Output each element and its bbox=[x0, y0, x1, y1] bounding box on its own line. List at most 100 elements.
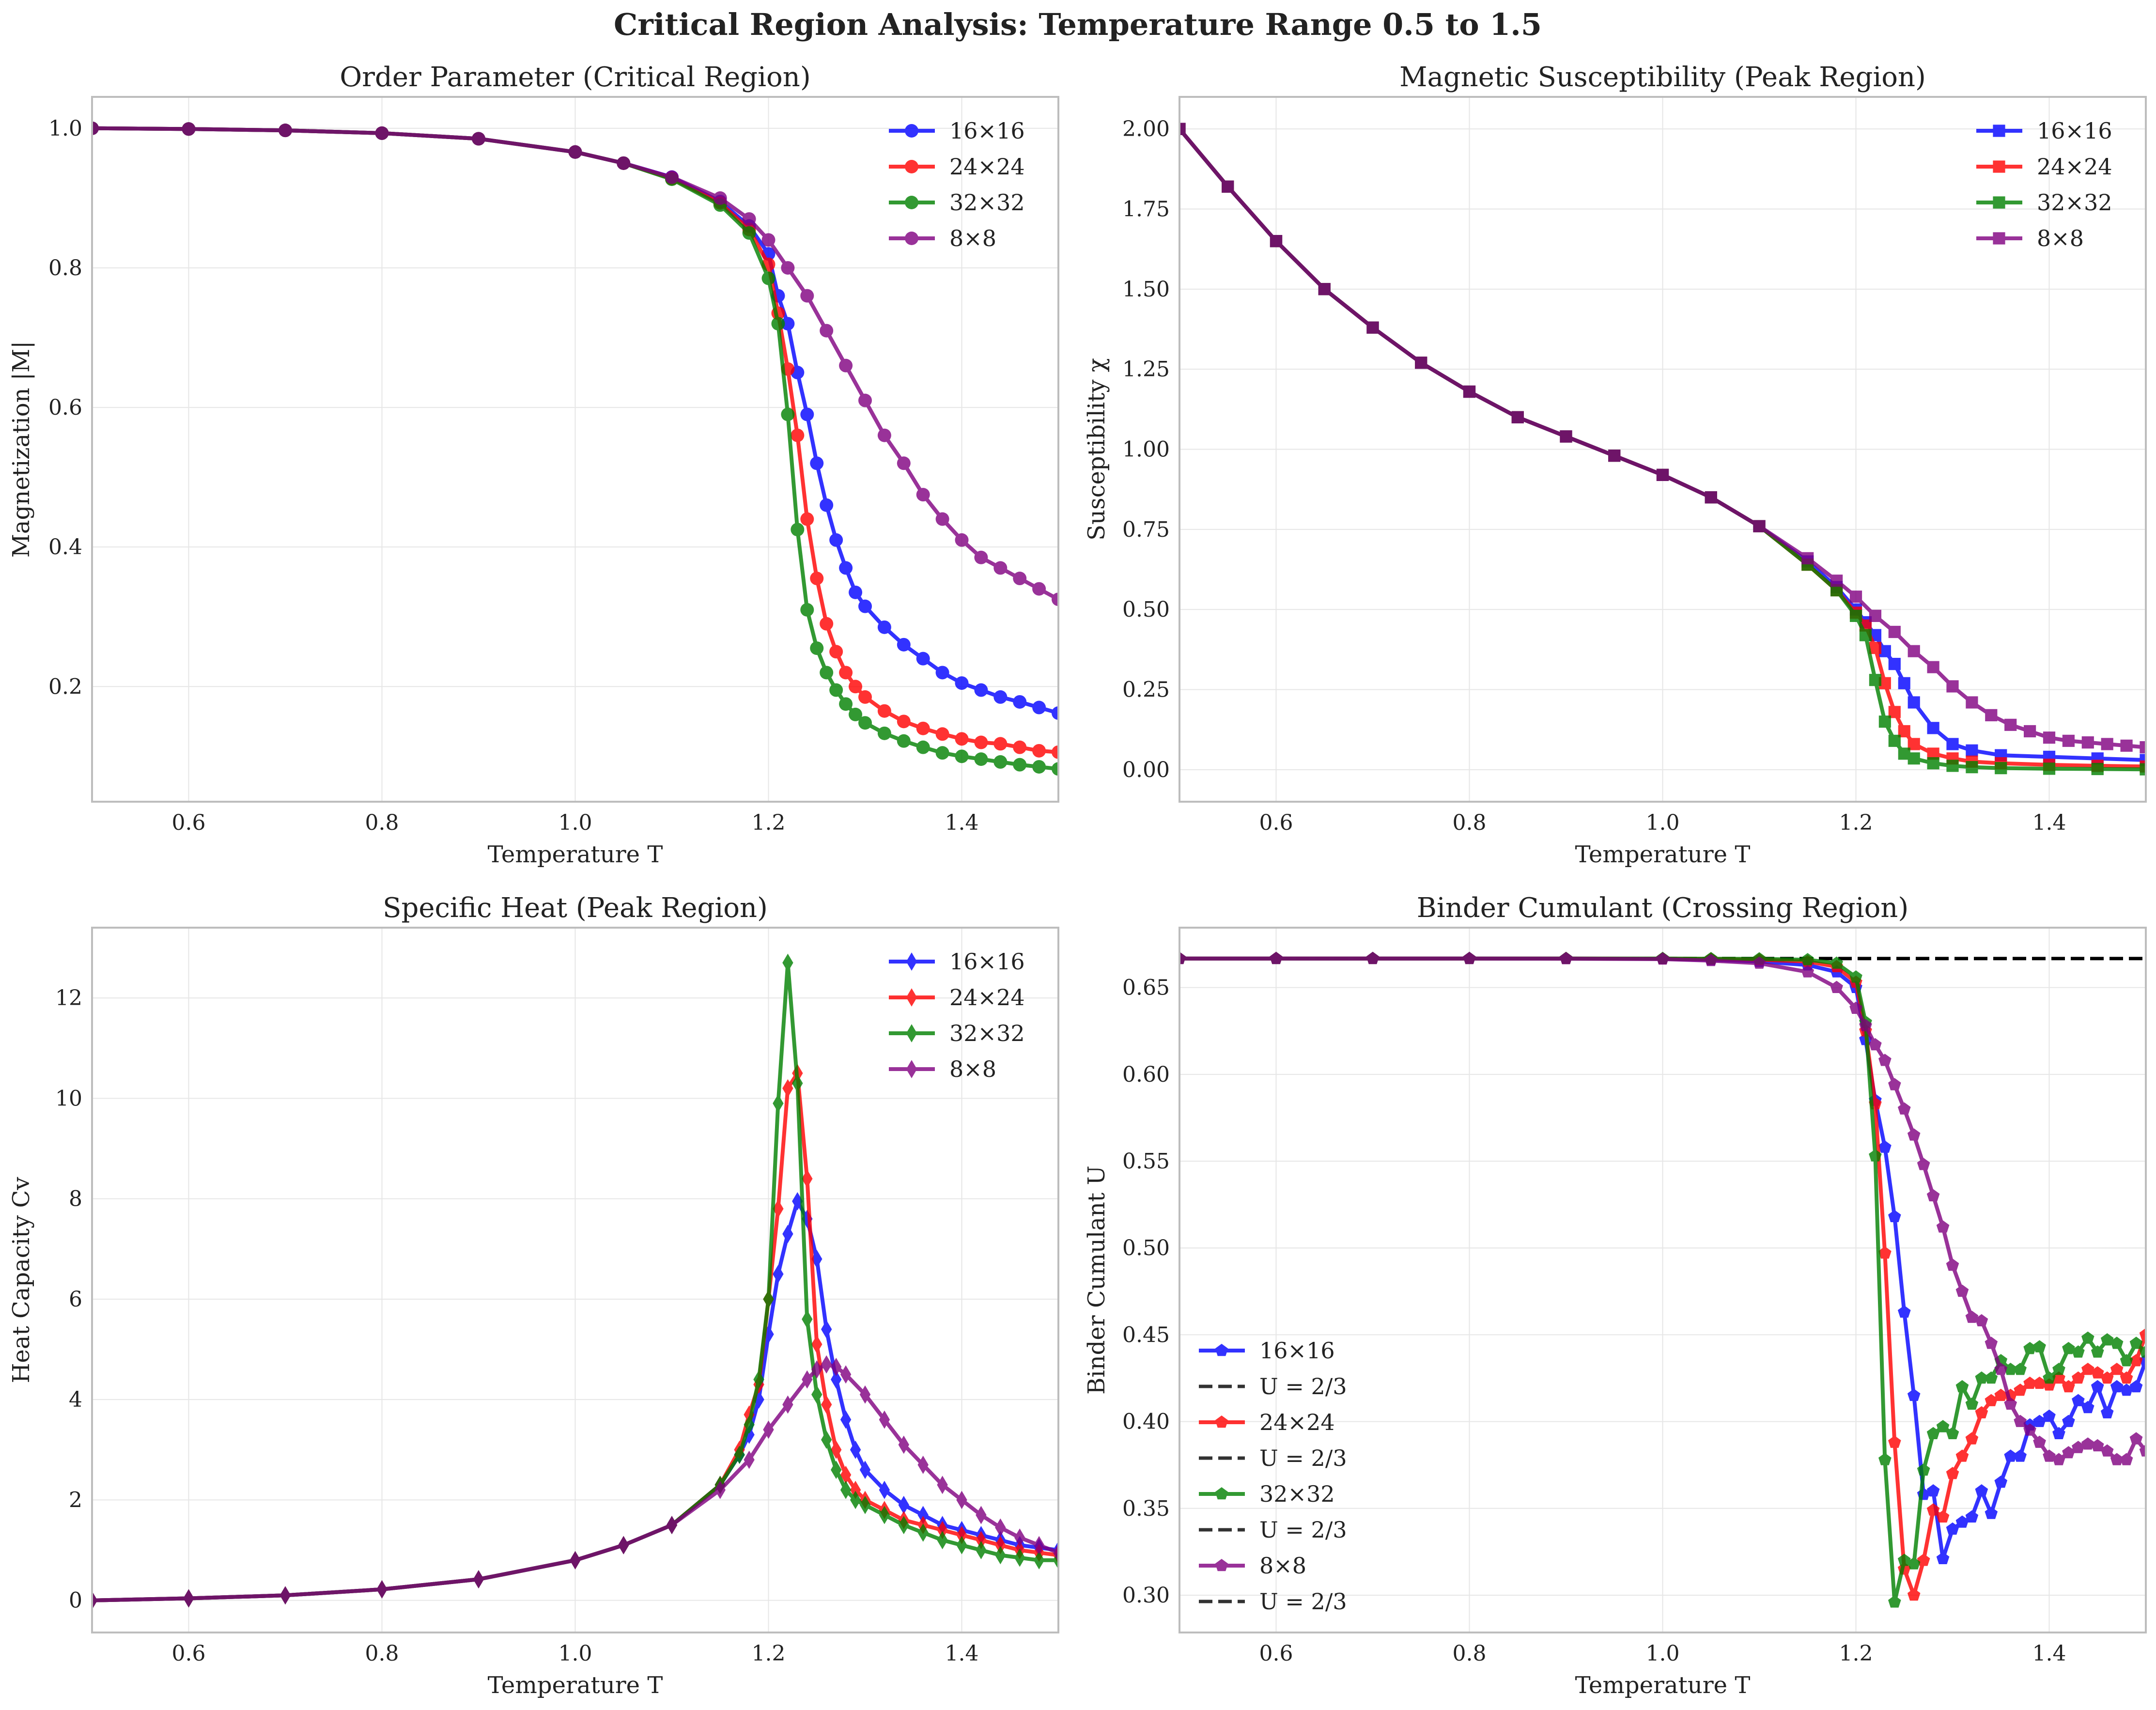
chart-panel-3: Specific Heat (Peak Region) 0.6 0.8 1.0 1.2 1… bbox=[8, 892, 1059, 1699]
legend-marker bbox=[1993, 196, 2005, 209]
data-point bbox=[820, 666, 834, 680]
data-point bbox=[821, 1355, 832, 1374]
data-point bbox=[993, 755, 1008, 769]
data-point bbox=[375, 126, 389, 140]
data-point bbox=[1052, 706, 1058, 720]
data-point bbox=[840, 1465, 852, 1484]
data-point bbox=[2033, 1376, 2046, 1389]
data-point bbox=[1917, 1554, 1930, 1566]
data-point bbox=[877, 428, 891, 442]
data-point bbox=[1985, 1507, 1998, 1519]
data-point bbox=[2129, 1337, 2143, 1349]
data-point bbox=[1270, 235, 1283, 248]
legend-marker bbox=[905, 232, 918, 245]
data-point bbox=[2004, 1397, 2017, 1410]
data-point bbox=[935, 746, 949, 760]
data-point bbox=[811, 1250, 822, 1268]
data-point bbox=[1994, 1476, 2008, 1488]
data-point bbox=[1013, 740, 1027, 754]
data-point bbox=[2033, 1435, 2046, 1448]
data-point bbox=[279, 124, 292, 138]
data-point bbox=[1888, 1078, 1901, 1090]
data-point bbox=[1878, 1140, 1892, 1153]
data-point bbox=[473, 1570, 484, 1588]
plot-area bbox=[1179, 123, 2146, 776]
data-point bbox=[955, 676, 969, 690]
data-point bbox=[976, 1541, 987, 1559]
axes-frame bbox=[1179, 96, 2147, 803]
data-point bbox=[916, 740, 930, 754]
data-point bbox=[2091, 1380, 2104, 1393]
x-tick-label: 1.4 bbox=[945, 810, 979, 835]
data-point bbox=[1898, 725, 1910, 738]
legend-marker bbox=[1215, 1487, 1228, 1500]
data-point bbox=[2014, 1363, 2027, 1375]
data-point bbox=[1013, 695, 1027, 709]
data-point bbox=[2101, 738, 2113, 750]
y-tick-label: 0.65 bbox=[1122, 976, 1170, 1000]
data-point bbox=[800, 603, 814, 617]
data-point bbox=[2004, 1363, 2017, 1375]
data-point bbox=[1705, 491, 1717, 504]
data-point bbox=[1878, 645, 1891, 657]
data-point bbox=[1052, 745, 1058, 759]
data-point bbox=[761, 233, 776, 247]
legend: 16×16 24×24 32×32 8×8 bbox=[1976, 118, 2112, 251]
data-point bbox=[1926, 1503, 1940, 1516]
data-point bbox=[974, 550, 988, 564]
x-axis-label: Temperature T bbox=[488, 841, 663, 868]
data-point bbox=[1926, 1189, 1940, 1201]
legend-marker bbox=[1215, 1559, 1228, 1571]
data-point bbox=[568, 145, 582, 159]
panel-title: Specific Heat (Peak Region) bbox=[383, 892, 768, 924]
data-point bbox=[840, 1410, 852, 1429]
data-point bbox=[974, 735, 988, 749]
data-point bbox=[1966, 696, 1978, 709]
data-point bbox=[993, 690, 1008, 704]
data-point bbox=[810, 641, 824, 655]
data-point bbox=[820, 617, 834, 631]
legend-label: 32×32 bbox=[949, 1020, 1025, 1046]
y-axis-label: Susceptibility χ bbox=[1083, 358, 1110, 541]
grid-lines bbox=[1179, 928, 2146, 1632]
y-tick-label: 0.50 bbox=[1122, 1236, 1170, 1260]
data-point bbox=[1975, 1484, 1988, 1497]
data-point bbox=[1946, 738, 1959, 750]
y-tick-label: 0.35 bbox=[1122, 1496, 1170, 1521]
data-point bbox=[2091, 1366, 2104, 1379]
data-point bbox=[839, 697, 853, 711]
data-point bbox=[839, 561, 853, 575]
y-tick-label: 1.50 bbox=[1122, 277, 1170, 302]
data-point bbox=[666, 1516, 678, 1535]
data-point bbox=[937, 1521, 948, 1539]
data-point bbox=[1897, 1102, 1911, 1115]
grid-lines bbox=[1179, 97, 2146, 802]
data-point bbox=[1878, 1054, 1892, 1066]
data-point bbox=[1869, 641, 1881, 654]
data-point bbox=[974, 683, 988, 697]
y-tick-label: 0.45 bbox=[1122, 1322, 1170, 1347]
data-point bbox=[744, 1405, 755, 1424]
data-point bbox=[1898, 677, 1910, 689]
y-tick-label: 1.00 bbox=[1122, 437, 1170, 462]
data-point bbox=[2140, 763, 2146, 776]
data-point bbox=[782, 953, 793, 972]
data-point bbox=[976, 1506, 987, 1524]
data-point bbox=[2120, 1371, 2133, 1384]
data-point bbox=[2004, 718, 2017, 731]
data-point bbox=[1908, 645, 1920, 657]
data-point bbox=[1830, 956, 1843, 969]
legend-label: 32×32 bbox=[949, 189, 1025, 216]
data-point bbox=[2043, 762, 2056, 775]
data-point bbox=[1270, 951, 1283, 964]
data-point bbox=[1908, 696, 1920, 709]
data-point bbox=[792, 1074, 803, 1093]
data-point bbox=[792, 1192, 803, 1211]
legend-marker bbox=[905, 124, 918, 138]
legend-entry-16x16 bbox=[889, 124, 935, 138]
data-point bbox=[993, 737, 1008, 751]
data-point bbox=[1318, 283, 1331, 295]
data-point bbox=[1936, 1510, 1950, 1523]
data-point bbox=[665, 170, 679, 184]
data-point bbox=[1878, 1453, 1892, 1465]
